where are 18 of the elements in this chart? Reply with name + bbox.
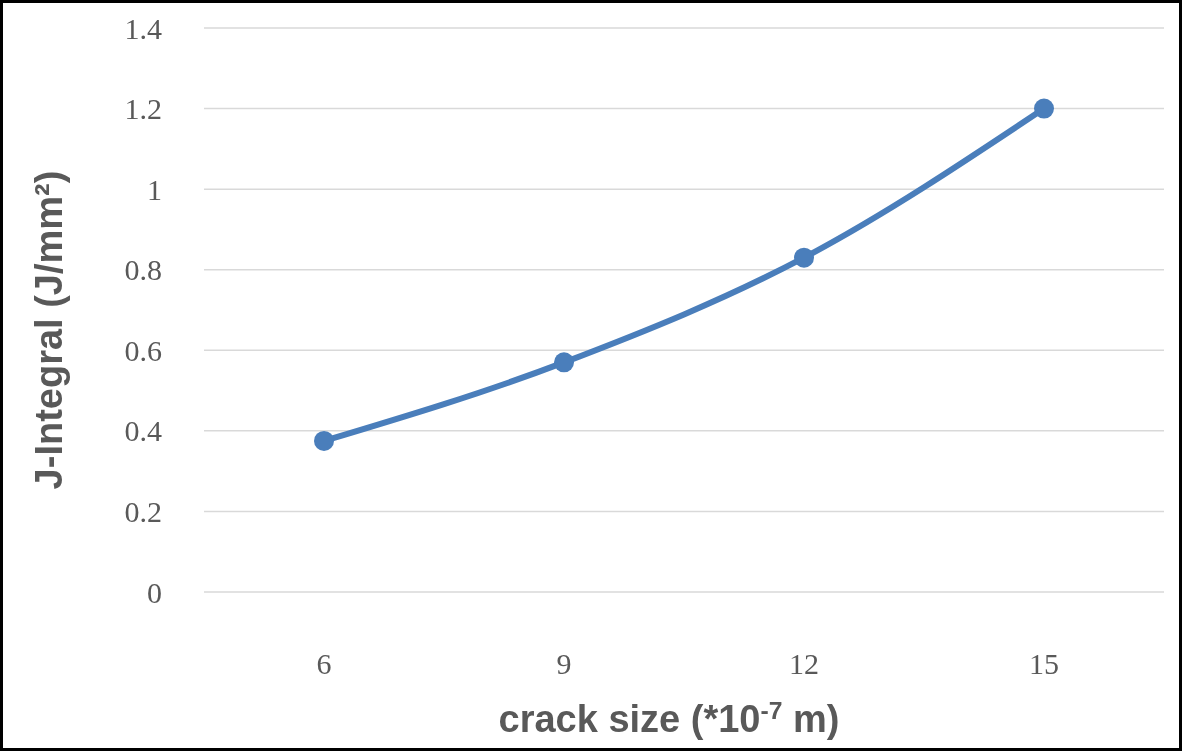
point (1034, 98, 1054, 119)
y-tick-label: 0.6 (124, 333, 162, 367)
x-axis-title: crack size (*10$^{-7}$ m) (498, 696, 840, 740)
y-tick-label: 0.8 (124, 253, 162, 287)
y-axis-title: J-Integral (J/mm²) (28, 170, 70, 490)
y-tick-label: 0 (147, 575, 162, 609)
x-tick-label: 12 (789, 647, 819, 680)
y-tick-label: 0.4 (124, 414, 162, 448)
y-tick-label: 1.4 (124, 11, 162, 45)
y-tick-label: 1 (147, 172, 162, 206)
y-tick-label: 1.2 (124, 92, 162, 126)
point (314, 430, 334, 451)
x-tick-label: 9 (556, 647, 572, 680)
x-tick-label: 6 (316, 647, 332, 680)
point (794, 247, 814, 268)
x-tick-label: 15 (1029, 647, 1059, 680)
point (554, 352, 574, 373)
y-tick-label: 0.2 (124, 494, 162, 528)
